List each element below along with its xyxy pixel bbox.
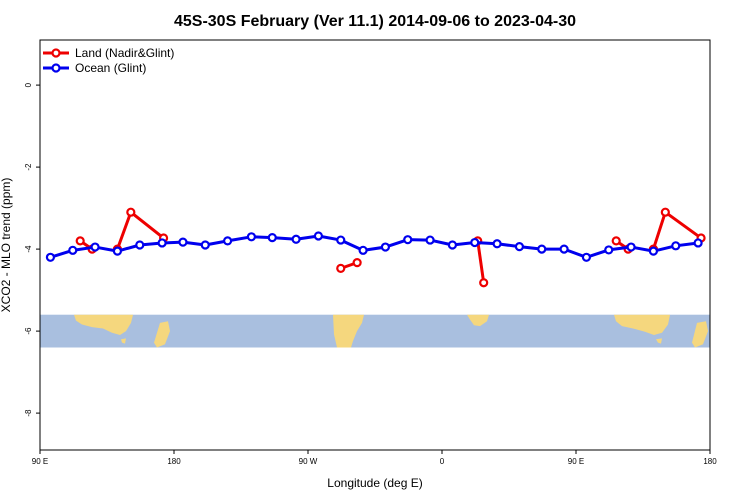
x-tick-label: 180 (167, 457, 181, 466)
world-map-band (40, 314, 710, 348)
x-tick-label: 90 E (32, 457, 48, 466)
land-shape (121, 338, 126, 344)
land-point (336, 263, 346, 273)
plot-frame (39, 39, 711, 451)
y-tick-label: -2 (24, 163, 33, 171)
ocean-point (45, 252, 56, 262)
land-series-line (476, 240, 486, 283)
ocean-point (492, 239, 502, 249)
x-axis-label: Longitude (deg E) (327, 476, 422, 490)
ocean-point (470, 237, 480, 248)
land-shape (614, 314, 670, 336)
land-point (126, 207, 136, 217)
ocean-point (200, 240, 210, 250)
x-tick-label: 180 (703, 457, 717, 466)
land-shape (333, 314, 364, 348)
land-point (352, 258, 362, 268)
land-point (611, 236, 621, 246)
legend: Land (Nadir&Glint)Ocean (Glint) (43, 46, 174, 75)
ocean-point (246, 232, 257, 242)
y-axis: 0 -2 -4 -6 -8 (24, 82, 40, 417)
ocean-point (291, 234, 301, 244)
ocean-band (40, 314, 710, 348)
y-tick-label: -8 (24, 409, 33, 417)
y-axis-label: XCO2 - MLO trend (ppm) (0, 178, 13, 313)
legend-marker (51, 63, 61, 73)
land-shape (692, 321, 708, 348)
ocean-point (358, 245, 368, 255)
x-tick-label: 90 E (568, 457, 584, 466)
ocean-point (559, 244, 569, 254)
ocean-point (693, 238, 703, 248)
land-shape (656, 338, 662, 344)
legend-marker (51, 48, 61, 58)
ocean-point (537, 244, 547, 254)
ocean-point (626, 242, 636, 252)
legend-label: Ocean (Glint) (75, 61, 146, 75)
ocean-point (68, 245, 78, 255)
ocean-point (313, 231, 324, 241)
ocean-point (581, 252, 592, 262)
ocean-point (178, 237, 188, 247)
ocean-point (425, 235, 435, 245)
series-layer (45, 207, 706, 288)
y-tick-label: -4 (24, 245, 33, 253)
ocean-point (380, 242, 391, 252)
ocean-point (514, 242, 525, 252)
ocean-point (336, 235, 346, 245)
ocean-point (90, 242, 100, 252)
land-point (479, 278, 489, 288)
legend-label: Land (Nadir&Glint) (75, 46, 174, 60)
land-shape (467, 314, 489, 327)
ocean-point (223, 236, 233, 246)
ocean-point (112, 246, 123, 256)
ocean-point (671, 241, 681, 251)
y-tick-label: 0 (24, 82, 33, 87)
ocean-point (157, 238, 167, 248)
land-shape (74, 314, 133, 336)
ocean-point (447, 240, 458, 250)
ocean-series-line (49, 234, 699, 259)
x-axis: 90 E 180 90 W 0 90 E 180 (32, 450, 717, 466)
ocean-point (267, 233, 277, 243)
ocean-point (604, 245, 614, 255)
land-point (660, 207, 670, 217)
ocean-point (135, 240, 145, 250)
ocean-point (648, 246, 659, 256)
x-tick-label: 90 W (299, 457, 318, 466)
ocean-point (403, 235, 413, 245)
land-shape (154, 321, 170, 348)
land-point (75, 236, 85, 246)
chart-title: 45S-30S February (Ver 11.1) 2014-09-06 t… (174, 13, 576, 30)
x-tick-label: 0 (440, 457, 445, 466)
y-tick-label: -6 (24, 327, 33, 335)
